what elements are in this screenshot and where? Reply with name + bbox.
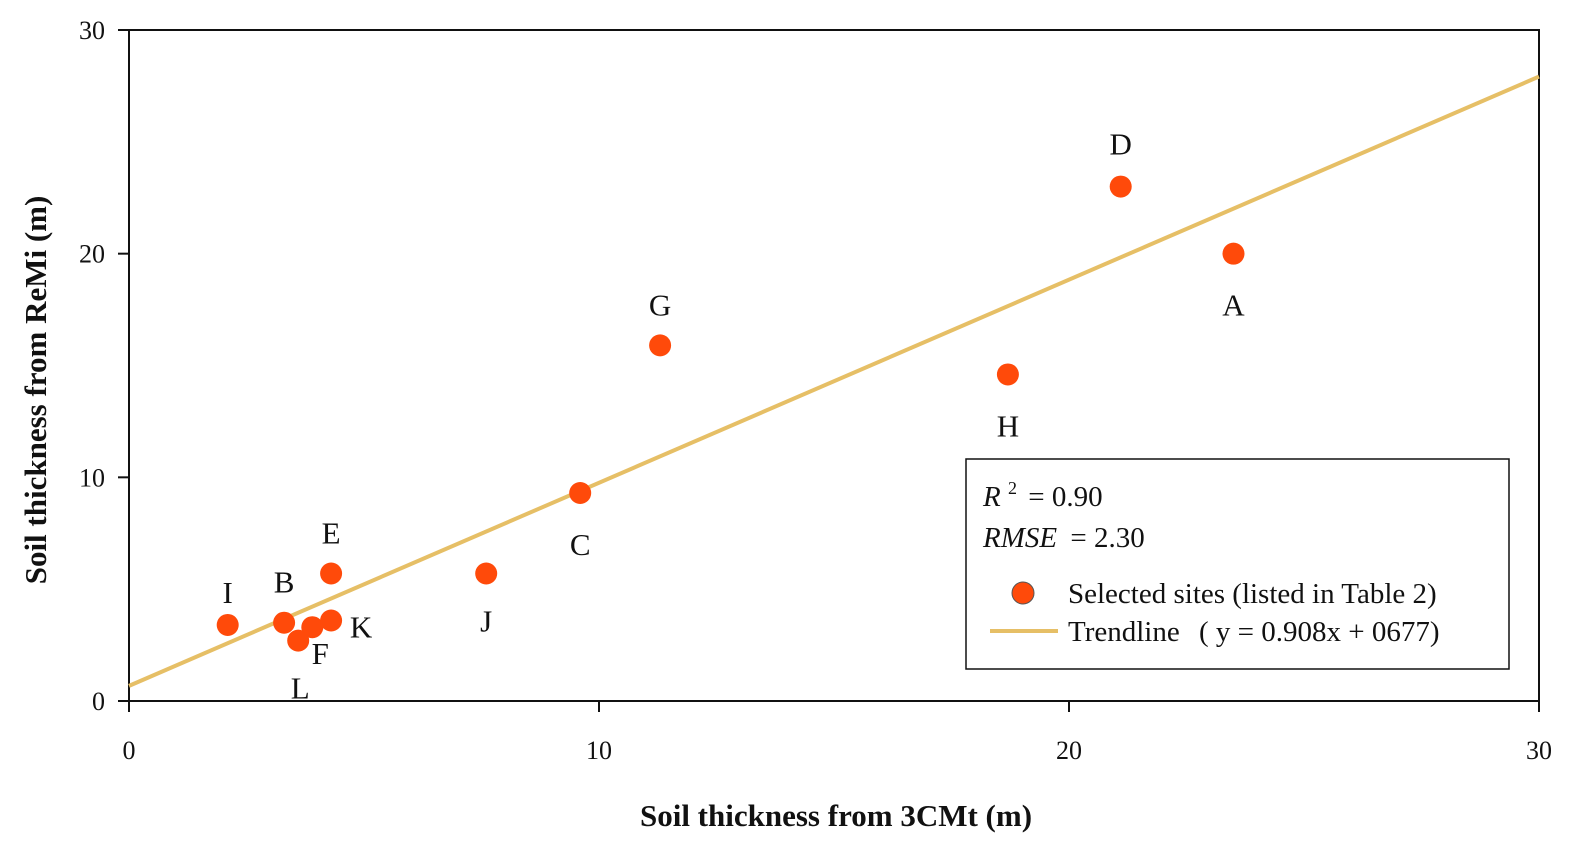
r2-stat: R 2 = 0.90 [982, 469, 1103, 513]
y-tick-label: 0 [92, 687, 105, 716]
data-point-j [475, 562, 498, 585]
rmse-value: = 2.30 [1070, 522, 1144, 554]
data-points [216, 175, 1245, 652]
x-tick-label: 0 [123, 736, 136, 765]
r2-label: R [982, 481, 1001, 513]
x-tick-label: 20 [1056, 736, 1082, 765]
legend-frame [965, 458, 1510, 670]
r2-value: = 0.90 [1028, 481, 1102, 513]
data-point-d [1109, 175, 1132, 198]
point-label-f: F [312, 636, 329, 671]
legend-trendline-label: Trendline ( y = 0.908x + 0677) [1068, 616, 1440, 648]
data-point-f [301, 616, 324, 639]
point-label-k: K [350, 609, 373, 644]
r2-superscript: 2 [1008, 478, 1017, 498]
data-point-a [1222, 242, 1245, 265]
point-label-i: I [223, 575, 233, 610]
y-tick-label: 30 [79, 16, 105, 45]
legend-series-label: Selected sites (listed in Table 2) [1068, 578, 1437, 610]
rmse-stat: RMSE = 2.30 [982, 522, 1145, 554]
y-tick-label: 10 [79, 463, 105, 492]
x-tick-label: 10 [586, 736, 612, 765]
x-axis-title: Soil thickness from 3CMt (m) [640, 798, 1032, 833]
trendline-name: Trendline [1068, 616, 1180, 648]
data-point-l [287, 629, 310, 652]
point-label-e: E [322, 516, 341, 551]
data-point-i [216, 613, 239, 636]
y-axis-title: Soil thickness from ReMi (m) [18, 196, 53, 585]
rmse-label: RMSE [982, 522, 1057, 554]
legend-box: R 2 = 0.90 RMSE = 2.30 Selected sites (l… [965, 458, 1510, 670]
data-point-h [996, 363, 1019, 386]
y-tick-label: 20 [79, 240, 105, 269]
point-label-j: J [480, 604, 492, 639]
data-point-g [649, 334, 672, 357]
point-label-g: G [649, 287, 671, 322]
point-label-h: H [997, 408, 1019, 443]
trendline-layer [128, 74, 1540, 688]
legend-marker-icon [1011, 581, 1035, 605]
plot-frame [128, 29, 1540, 702]
trendline [128, 74, 1540, 688]
point-labels: A B C D E F G H I J K L [223, 127, 1246, 706]
data-point-c [569, 481, 592, 504]
trendline-equation: ( y = 0.908x + 0677) [1199, 616, 1440, 648]
data-point-e [320, 562, 343, 585]
point-label-b: B [274, 565, 295, 600]
x-tick-label: 30 [1526, 736, 1552, 765]
point-label-a: A [1222, 288, 1245, 323]
axes: 0 10 20 30 0 10 20 30 [79, 16, 1552, 765]
point-label-d: D [1110, 127, 1132, 162]
point-label-c: C [570, 527, 591, 562]
data-point-k [320, 609, 343, 632]
data-point-b [273, 611, 296, 634]
point-label-l: L [291, 671, 310, 706]
